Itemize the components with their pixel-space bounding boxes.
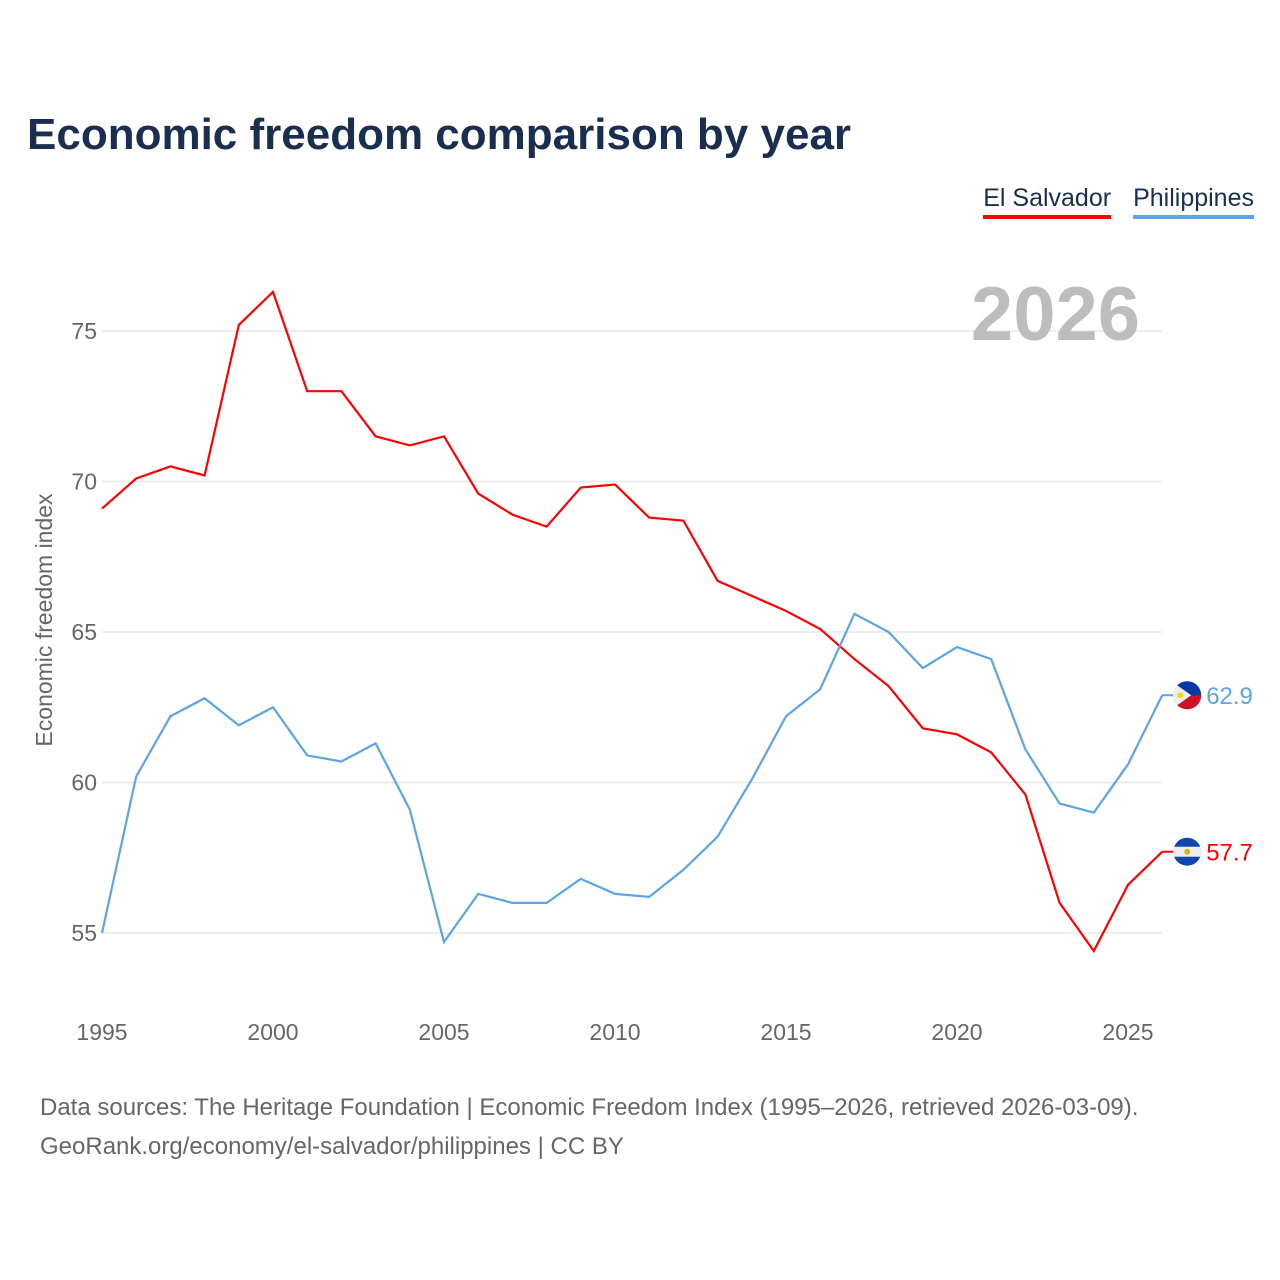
footer-line1: Data sources: The Heritage Foundation | … — [40, 1094, 1139, 1121]
end-value-label: 62.9 — [1206, 683, 1253, 710]
y-tick-label: 75 — [71, 318, 97, 344]
x-tick-label: 2010 — [589, 1019, 640, 1045]
x-tick-label: 2000 — [247, 1019, 298, 1045]
flag-part — [1184, 848, 1191, 855]
y-tick-label: 65 — [71, 619, 97, 645]
series-line-philippines — [100, 612, 1164, 945]
y-tick-label: 70 — [71, 469, 97, 495]
y-tick-label: 55 — [71, 920, 97, 946]
series-line-el-salvador — [101, 289, 1163, 954]
x-tick-label: 2025 — [1102, 1019, 1153, 1045]
end-value-label: 57.7 — [1206, 840, 1253, 867]
footer-line2[interactable]: GeoRank.org/economy/el-salvador/philippi… — [40, 1133, 624, 1160]
x-tick-label: 2015 — [760, 1019, 811, 1045]
x-tick-label: 1995 — [76, 1019, 127, 1045]
legend-el-salvador[interactable]: El Salvador — [983, 184, 1112, 219]
legend-philippines[interactable]: Philippines — [1133, 184, 1254, 219]
flag-part — [1177, 692, 1184, 699]
y-tick-label: 60 — [71, 770, 97, 796]
x-tick-label: 2005 — [418, 1019, 469, 1045]
y-axis-label: Economic freedom index — [31, 493, 57, 747]
chart-title: Economic freedom comparison by year — [27, 110, 852, 159]
year-watermark: 2026 — [971, 272, 1140, 357]
legend: El Salvador Philippines — [983, 184, 1254, 219]
x-tick-label: 2020 — [931, 1019, 982, 1045]
data-sources: Data sources: The Heritage Foundation | … — [40, 1088, 1138, 1166]
